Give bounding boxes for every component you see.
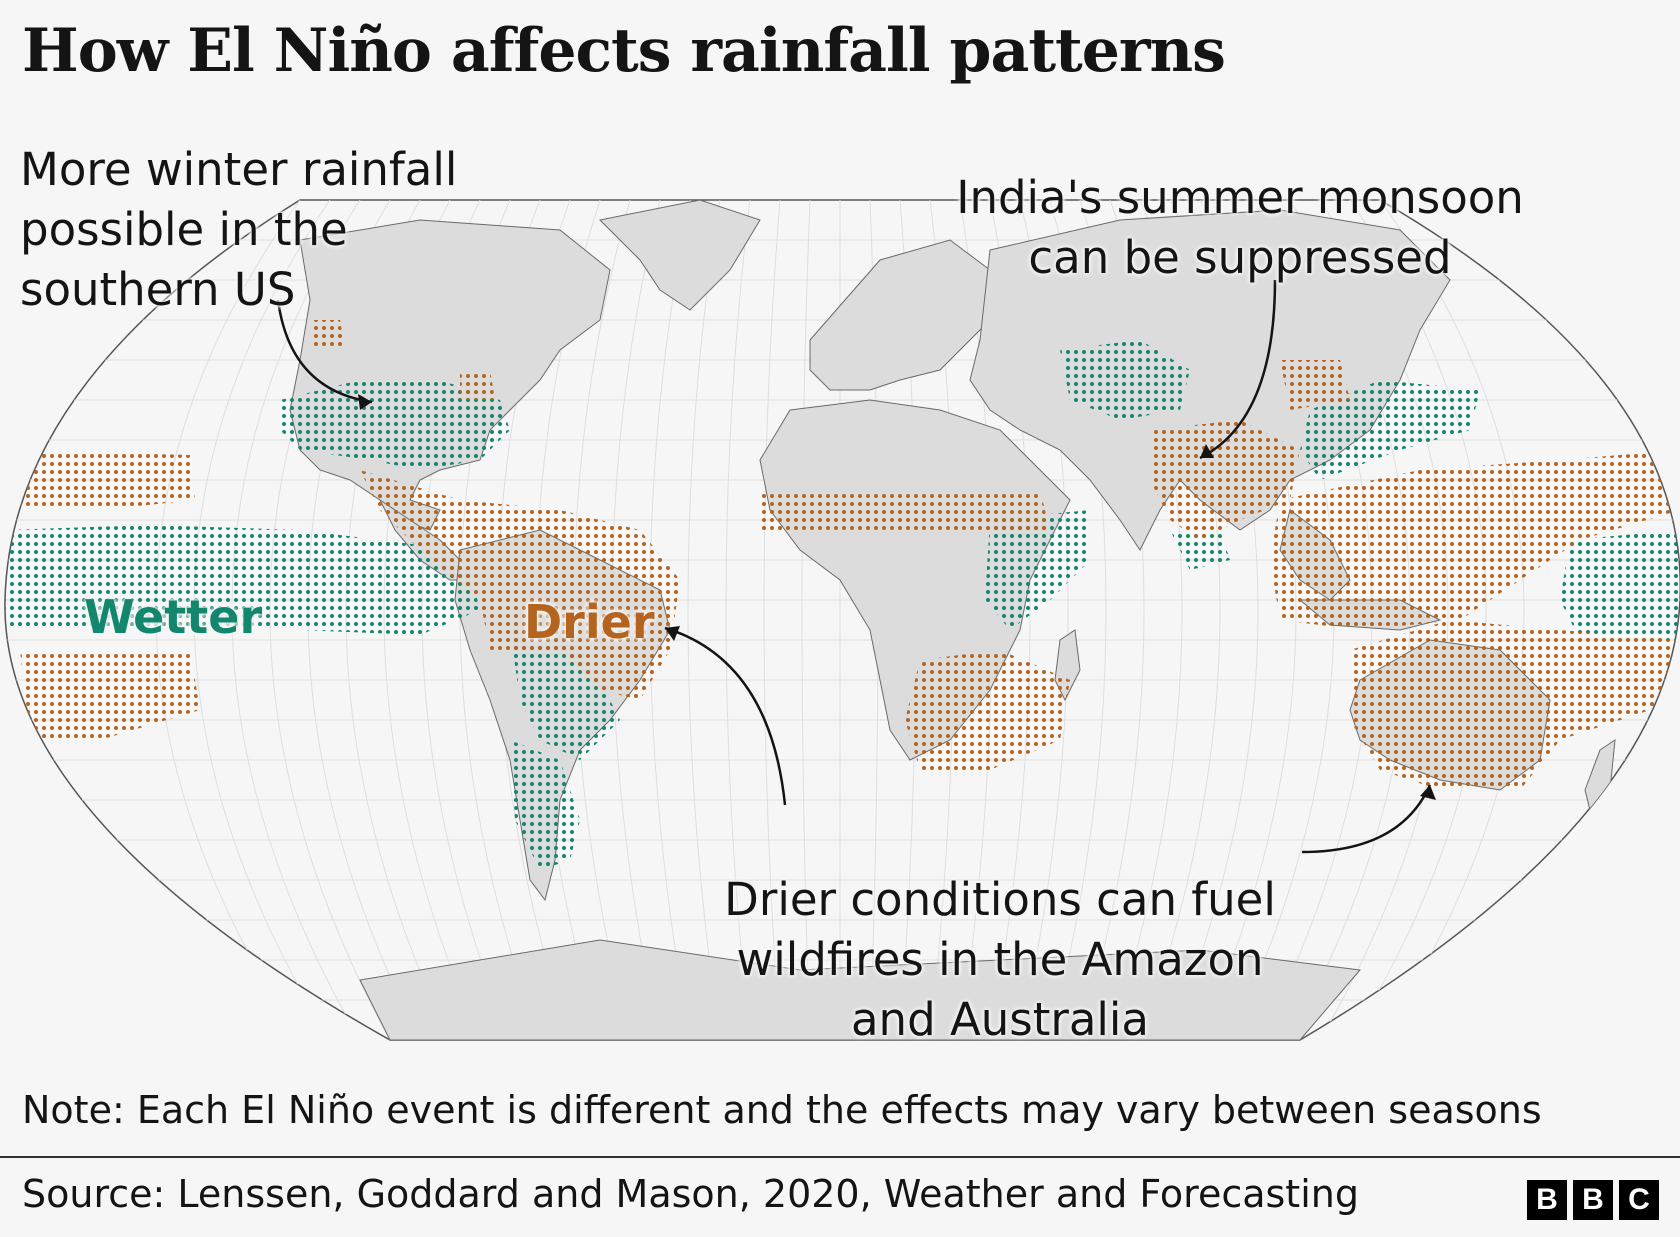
annotation-india-monsoon: India's summer monsoon can be suppressed [956,171,1524,284]
annotation-southern-us: More winter rainfall possible in the sou… [20,143,458,316]
wetter-sri-lanka [1170,530,1230,570]
wetter-southern-andes [510,740,580,870]
annotation-arrows [276,279,1432,854]
wetter-central-asia [1060,340,1190,420]
arrow-heads [358,394,1436,800]
arrow-amazon [664,626,787,806]
wetter-south-brazil [510,630,620,760]
graticule-meridian [687,200,721,1040]
wetter-regions [5,340,1680,870]
bbc-logo: B B C [1527,1180,1659,1220]
bbc-logo-b2: B [1573,1180,1613,1220]
bbc-logo-c: C [1619,1180,1659,1220]
graticule-meridian [725,200,751,1040]
drier-maritime-continent [1270,450,1680,630]
drier-northwest-us [310,320,345,350]
drier-pacific-north [20,450,195,510]
wetter-southern-us [280,380,510,470]
annotation-amazon-australia: Drier conditions can fuel wildfires in t… [724,873,1276,1046]
legend-label-drier: Drier [524,595,655,649]
wetter-east-china [1300,380,1480,480]
drier-pacific-south [20,650,200,740]
wetter-south-pacific [1560,530,1680,640]
arrow-australia [1301,784,1432,854]
legend-label-wetter: Wetter [84,590,263,644]
drier-southern-africa [905,650,1070,770]
footer-divider [0,1156,1680,1158]
antarctica [359,939,1361,1040]
footnote: Note: Each El Niño event is different an… [22,1088,1542,1132]
drier-australia [1350,620,1680,790]
drier-sahel [760,490,1050,530]
graticule-meridian [1379,200,1525,1040]
drier-regions [20,320,1680,790]
chart-title: How El Niño affects rainfall patterns [22,16,1226,86]
drier-india [1150,420,1300,540]
source-text: Source: Lenssen, Goddard and Mason, 2020… [22,1172,1359,1216]
arrow-india [1199,279,1277,460]
drier-great-lakes [460,370,495,400]
arrow-us [276,299,373,404]
drier-north-china [1280,360,1350,410]
world-map [4,199,1680,1041]
graticule-meridian [763,200,781,1040]
wetter-east-africa [985,510,1090,630]
europe [809,239,1001,391]
wetter-equatorial-pacific [5,525,480,635]
bbc-logo-b1: B [1527,1180,1567,1220]
drier-amazon [360,470,680,700]
graticule-meridian [801,200,811,1040]
greenland [598,200,761,311]
